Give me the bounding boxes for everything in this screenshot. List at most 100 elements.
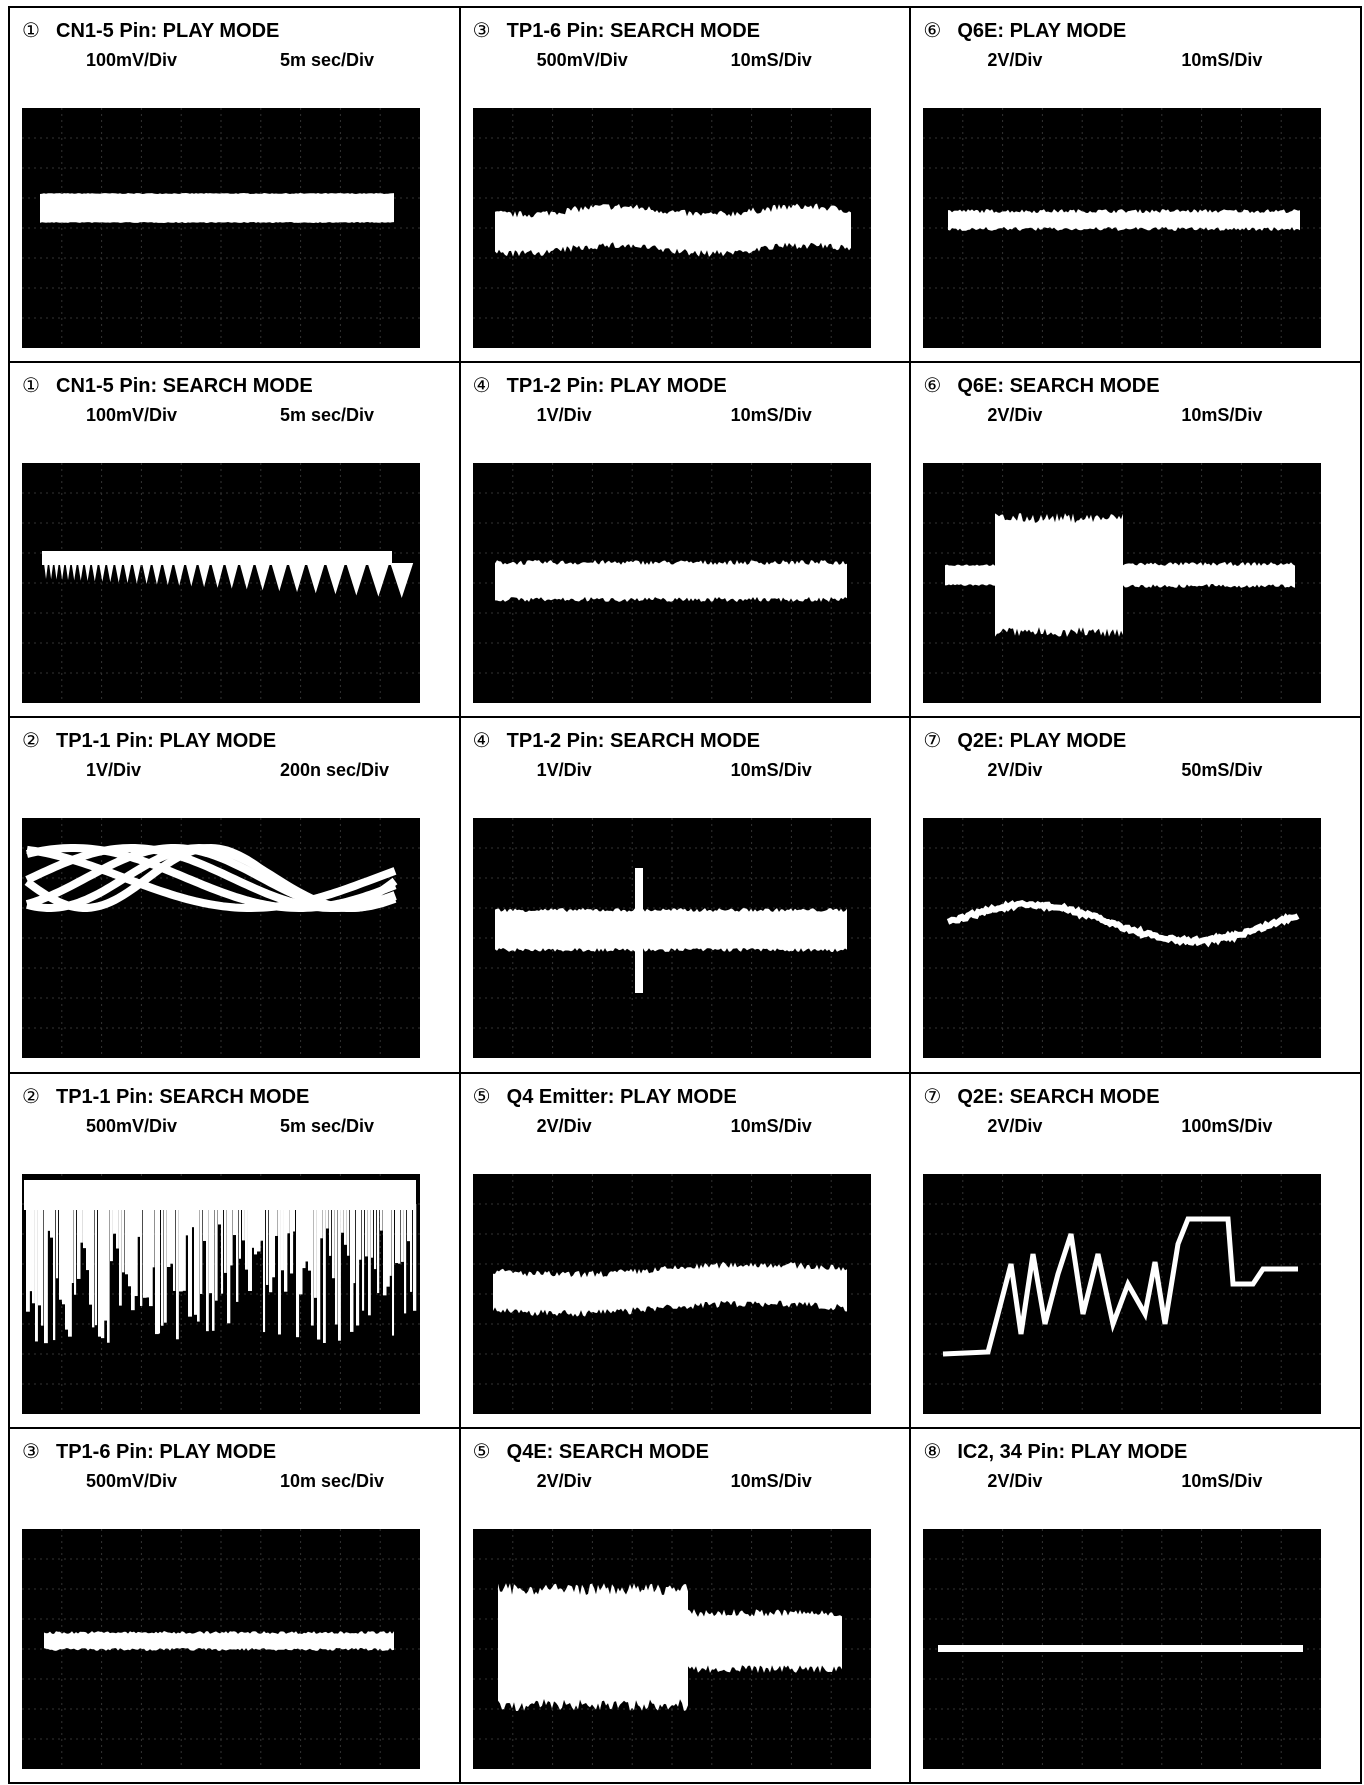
waveform-cell: ② TP1-1 Pin: SEARCH MODE 500mV/Div 5m sec/D… [10,1073,461,1429]
waveform [299,1203,303,1294]
waveform [1123,562,1296,589]
waveform [185,1203,189,1235]
waveform [356,1203,360,1326]
cell-number: ④ [472,728,491,753]
waveform [386,1203,390,1287]
waveform [59,1203,63,1300]
waveform [161,1203,164,1326]
cell-hdiv: 200n sec/Div [280,760,390,781]
waveform [263,1203,266,1332]
waveform [257,1203,261,1252]
waveform [311,1203,314,1326]
waveform [191,1203,195,1227]
waveform [362,1203,365,1311]
waveform [26,1203,30,1312]
waveform [137,1203,141,1237]
waveform [65,1203,69,1330]
waveform-cell: ④ TP1-2 Pin: SEARCH MODE 1V/Div 10mS/Div [460,718,912,1074]
waveform [44,1630,394,1651]
waveform [26,844,397,913]
oscilloscope-screen [22,463,420,704]
waveform [407,1203,411,1241]
waveform [374,1203,377,1269]
waveform [158,1203,161,1334]
waveform [943,1216,1299,1357]
waveform [194,1203,198,1315]
cell-hdiv: 10mS/Div [730,1470,812,1491]
waveform [167,1203,171,1267]
waveform [687,1608,842,1673]
waveform [494,908,847,953]
cell-number: ① [22,18,40,42]
waveform [116,1203,119,1249]
waveform [320,1203,323,1238]
waveform [275,1203,278,1236]
waveform [938,1644,1304,1652]
cell-vdiv: 2V/Div [536,1115,592,1136]
waveform-cell: ⑤ Q4E: SEARCH MODE 2V/Div 10mS/Div [460,1428,912,1784]
waveform [113,1203,117,1234]
waveform [35,1203,38,1342]
cell-number: ④ [472,373,491,398]
cell-title: IC2, 34 Pin: PLAY MODE [957,1440,1188,1463]
waveform [353,1203,356,1283]
cell-title: TP1-2 Pin: SEARCH MODE [506,730,761,753]
oscilloscope-screen [923,1173,1322,1414]
waveform [371,1203,374,1258]
cell-vdiv: 100mV/Div [86,405,178,426]
oscilloscope-screen [472,1173,871,1414]
waveform-cell: ④ TP1-2 Pin: PLAY MODE 1V/Div 10mS/Div [460,363,912,719]
waveform-cell: ⑥ Q6E: PLAY MODE 2V/Div 10mS/Div [911,8,1362,364]
waveform [272,1203,276,1277]
waveform [410,1203,413,1292]
waveform [383,1203,387,1295]
oscilloscope-screen [923,108,1322,348]
waveform [188,1203,192,1317]
waveform [134,1203,138,1296]
waveform [290,1203,294,1274]
waveform-cell: ⑥ Q6E: SEARCH MODE 2V/Div 10mS/Div [911,363,1362,719]
waveform [308,1203,312,1271]
waveform [125,1203,128,1274]
cell-vdiv: 100mV/Div [86,50,178,70]
cell-title: CN1-5 Pin: SEARCH MODE [56,375,313,398]
cell-vdiv: 2V/Div [536,1470,592,1491]
cell-vdiv: 1V/Div [536,405,592,426]
waveform [62,1203,66,1304]
waveform [95,1203,98,1325]
waveform [245,1203,248,1270]
waveform [173,1203,176,1291]
cell-hdiv: 10mS/Div [1181,405,1263,426]
waveform [350,1203,354,1332]
waveform [215,1203,218,1301]
waveform-cell: ⑧ IC2, 34 Pin: PLAY MODE 2V/Div 10mS/Div [911,1428,1362,1784]
oscilloscope-screen [472,1528,871,1769]
waveform [368,1203,371,1315]
waveform-cell: ③ TP1-6 Pin: SEARCH MODE 500mV/Div 10mS/Div [460,8,912,364]
waveform [302,1203,306,1268]
waveform [494,203,851,257]
waveform [29,1203,32,1291]
waveform [317,1203,321,1340]
waveform [86,1203,90,1270]
cell-number: ⑤ [472,1083,491,1108]
cell-title: Q6E: SEARCH MODE [957,375,1160,398]
cell-vdiv: 500mV/Div [86,1470,178,1491]
waveform [197,1203,200,1322]
waveform-cell: ③ TP1-6 Pin: PLAY MODE 500mV/Div 10m sec/Di… [10,1428,461,1784]
waveform [492,1261,847,1317]
cell-number: ② [22,728,40,753]
waveform [395,1203,399,1263]
waveform [104,1203,108,1321]
waveform [122,1203,125,1272]
waveform [71,1203,74,1283]
waveform [341,1203,344,1233]
waveform [176,1203,179,1339]
waveform [380,1203,383,1231]
cell-title: TP1-1 Pin: PLAY MODE [56,730,277,753]
cell-number: ⑦ [923,1083,942,1108]
oscilloscope-screen [472,108,871,348]
waveform [359,1203,362,1260]
waveform [284,1203,288,1292]
waveform [227,1203,231,1323]
